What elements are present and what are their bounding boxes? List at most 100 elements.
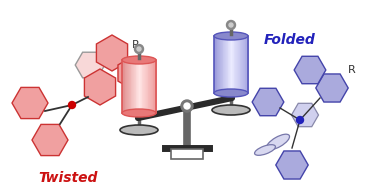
Bar (137, 60, 139, 113)
Polygon shape (75, 52, 105, 78)
Ellipse shape (214, 89, 248, 97)
Bar (149, 60, 151, 113)
Bar (241, 36, 243, 93)
Bar (122, 60, 123, 113)
Bar (148, 60, 150, 113)
Bar (155, 60, 156, 113)
Polygon shape (294, 56, 326, 84)
Bar (125, 60, 127, 113)
Bar (133, 60, 134, 113)
Bar (234, 36, 236, 93)
Polygon shape (316, 74, 348, 102)
Bar (220, 36, 221, 93)
Bar (224, 36, 226, 93)
Bar (227, 36, 229, 93)
Bar (219, 36, 220, 93)
Circle shape (184, 103, 190, 109)
Bar (216, 36, 217, 93)
Bar (147, 60, 148, 113)
Ellipse shape (122, 56, 156, 64)
Bar (214, 36, 215, 93)
Bar (128, 60, 129, 113)
Bar (140, 60, 141, 113)
Bar (227, 36, 228, 93)
Polygon shape (118, 57, 146, 89)
Bar (144, 60, 145, 113)
Bar (246, 36, 248, 93)
Bar (214, 36, 248, 93)
Bar (145, 60, 146, 113)
Bar (135, 60, 136, 113)
Circle shape (181, 100, 193, 112)
Bar (152, 60, 153, 113)
Bar (216, 36, 218, 93)
Bar (132, 60, 134, 113)
Bar (151, 60, 152, 113)
Bar (134, 60, 135, 113)
Text: Twisted: Twisted (38, 171, 98, 185)
Bar (231, 36, 232, 93)
Bar (141, 60, 142, 113)
Circle shape (226, 20, 236, 29)
Bar (245, 36, 246, 93)
Bar (143, 60, 145, 113)
Text: R: R (132, 40, 140, 50)
Bar (146, 60, 147, 113)
Circle shape (229, 23, 233, 27)
Bar (240, 36, 241, 93)
Bar (122, 60, 156, 113)
Ellipse shape (255, 145, 275, 155)
Polygon shape (32, 124, 68, 156)
Bar (150, 60, 151, 113)
Bar (230, 36, 231, 93)
Bar (137, 60, 138, 113)
Bar (229, 36, 231, 93)
Bar (135, 60, 137, 113)
Circle shape (134, 44, 144, 53)
Bar (232, 36, 233, 93)
Bar (124, 60, 125, 113)
Bar (245, 36, 247, 93)
Bar (130, 60, 131, 113)
Bar (218, 36, 220, 93)
Polygon shape (291, 103, 318, 127)
Bar (127, 60, 128, 113)
Bar (123, 60, 124, 113)
Bar (126, 60, 128, 113)
Bar (238, 36, 239, 93)
Bar (237, 36, 238, 93)
Bar (129, 60, 130, 113)
Polygon shape (12, 87, 48, 119)
Bar (223, 36, 225, 93)
Bar (226, 36, 227, 93)
Bar (240, 36, 242, 93)
Polygon shape (96, 35, 128, 71)
Ellipse shape (266, 134, 290, 150)
Bar (222, 36, 223, 93)
Bar (215, 36, 216, 93)
Polygon shape (84, 69, 116, 105)
Circle shape (297, 116, 304, 123)
Bar (239, 36, 240, 93)
Bar (247, 36, 248, 93)
Bar (217, 36, 219, 93)
Bar (131, 60, 132, 113)
Bar (243, 36, 244, 93)
Circle shape (137, 47, 141, 51)
Bar (139, 60, 140, 113)
Bar (242, 36, 243, 93)
Polygon shape (276, 151, 308, 179)
Bar (148, 60, 149, 113)
Bar (236, 36, 237, 93)
Ellipse shape (212, 105, 250, 115)
Ellipse shape (122, 109, 156, 117)
Bar (233, 36, 234, 93)
FancyBboxPatch shape (171, 149, 203, 159)
Text: Folded: Folded (264, 33, 316, 47)
Bar (153, 60, 154, 113)
Bar (154, 60, 156, 113)
Bar (142, 60, 144, 113)
Bar (244, 36, 245, 93)
Ellipse shape (120, 125, 158, 135)
Ellipse shape (214, 32, 248, 40)
